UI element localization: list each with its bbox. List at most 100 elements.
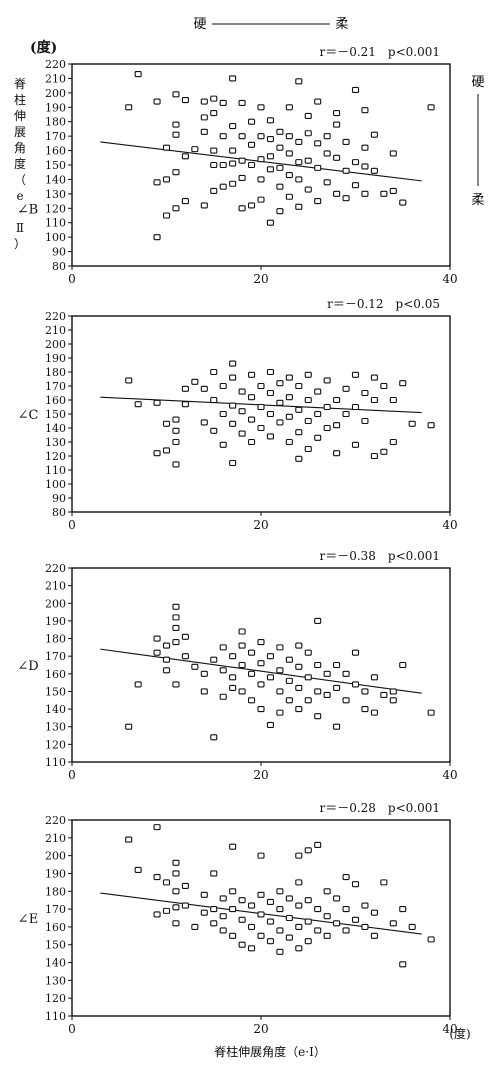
data-point: [333, 684, 341, 691]
unit-label: (度): [30, 39, 57, 56]
data-point: [351, 403, 360, 411]
panel-c: r＝－0.12 p<0.05 ∠C 809010011012013014015016…: [18, 297, 458, 532]
data-point: [219, 99, 227, 107]
data-point: [210, 368, 218, 376]
data-point: [248, 923, 256, 930]
data-point: [172, 904, 180, 911]
y-tick-label: 150: [45, 685, 66, 698]
trend-line: [100, 648, 422, 694]
data-point: [314, 906, 322, 913]
x-tick-label: 0: [68, 768, 76, 782]
data-point: [257, 639, 265, 646]
data-point: [304, 396, 312, 404]
data-point: [162, 907, 171, 914]
data-point: [248, 161, 256, 169]
data-point: [181, 653, 189, 660]
data-point: [219, 644, 227, 651]
y-tick-label: 170: [45, 130, 66, 143]
y-tick-label: 150: [45, 159, 66, 172]
data-point: [285, 413, 293, 420]
y-tick-label: 130: [45, 721, 66, 734]
data-point: [257, 911, 265, 918]
data-point: [181, 633, 189, 640]
data-point: [276, 144, 284, 151]
data-point: [314, 713, 322, 720]
data-point: [314, 98, 322, 105]
data-point: [257, 176, 265, 183]
data-point: [210, 110, 218, 117]
data-point: [219, 133, 227, 140]
data-point: [181, 902, 189, 909]
data-point: [295, 406, 303, 413]
y-tick-label: 220: [45, 58, 66, 71]
stat-label: r＝－0.38 p<0.001: [319, 549, 440, 563]
data-point: [191, 663, 199, 670]
data-point: [153, 399, 161, 406]
data-point: [172, 438, 180, 446]
data-point: [361, 923, 369, 930]
data-point: [342, 697, 350, 704]
data-point: [295, 663, 303, 670]
data-point: [172, 121, 180, 128]
data-point: [266, 135, 275, 143]
data-point: [314, 688, 322, 695]
data-point: [295, 923, 303, 930]
y-tick-label: 210: [45, 324, 66, 337]
data-point: [333, 121, 341, 128]
data-point: [125, 836, 133, 843]
data-point: [191, 923, 199, 930]
data-point: [172, 888, 180, 895]
y-tick-label: 110: [45, 1010, 66, 1023]
data-point: [219, 927, 227, 934]
data-point: [285, 394, 293, 401]
x-tick-label: 40: [442, 272, 457, 286]
data-point: [408, 420, 416, 427]
data-point: [323, 133, 331, 140]
data-point: [229, 906, 237, 913]
data-point: [200, 385, 208, 392]
data-point: [134, 681, 142, 688]
data-point: [210, 187, 218, 195]
data-point: [229, 843, 237, 850]
y-tick-label: 180: [45, 366, 66, 379]
data-point: [229, 888, 237, 895]
data-point: [285, 438, 293, 446]
y-tick-label: 170: [45, 380, 66, 393]
data-point: [389, 187, 397, 195]
data-point: [323, 424, 331, 432]
data-point: [210, 427, 218, 434]
data-point: [370, 674, 378, 681]
data-point: [314, 140, 322, 147]
y-tick-label: 120: [45, 992, 66, 1005]
data-point: [210, 396, 218, 404]
data-point: [266, 938, 275, 945]
data-point: [248, 945, 256, 952]
data-point: [361, 417, 369, 425]
data-point: [134, 71, 142, 78]
data-point: [257, 706, 265, 713]
data-point: [333, 190, 341, 197]
data-point: [229, 653, 237, 660]
data-point: [304, 938, 312, 945]
y-tick-label: 160: [45, 921, 66, 934]
data-point: [162, 176, 171, 183]
data-point: [304, 674, 312, 681]
data-point: [342, 873, 350, 881]
data-point: [219, 410, 227, 418]
data-point: [257, 196, 265, 203]
y-tick-label: 200: [45, 850, 66, 863]
data-point: [342, 138, 350, 145]
y-tick-label: 150: [45, 939, 66, 952]
data-point: [162, 879, 171, 886]
data-point: [351, 916, 360, 923]
data-point: [219, 895, 227, 902]
data-point: [295, 902, 303, 909]
data-point: [162, 144, 171, 151]
y-tick-label: 120: [45, 202, 66, 215]
data-point: [219, 693, 227, 700]
data-point: [191, 146, 199, 153]
data-point: [399, 961, 407, 968]
data-point: [380, 190, 388, 197]
y-tick-label: 160: [45, 668, 66, 681]
x-tick-label: 20: [253, 768, 268, 782]
